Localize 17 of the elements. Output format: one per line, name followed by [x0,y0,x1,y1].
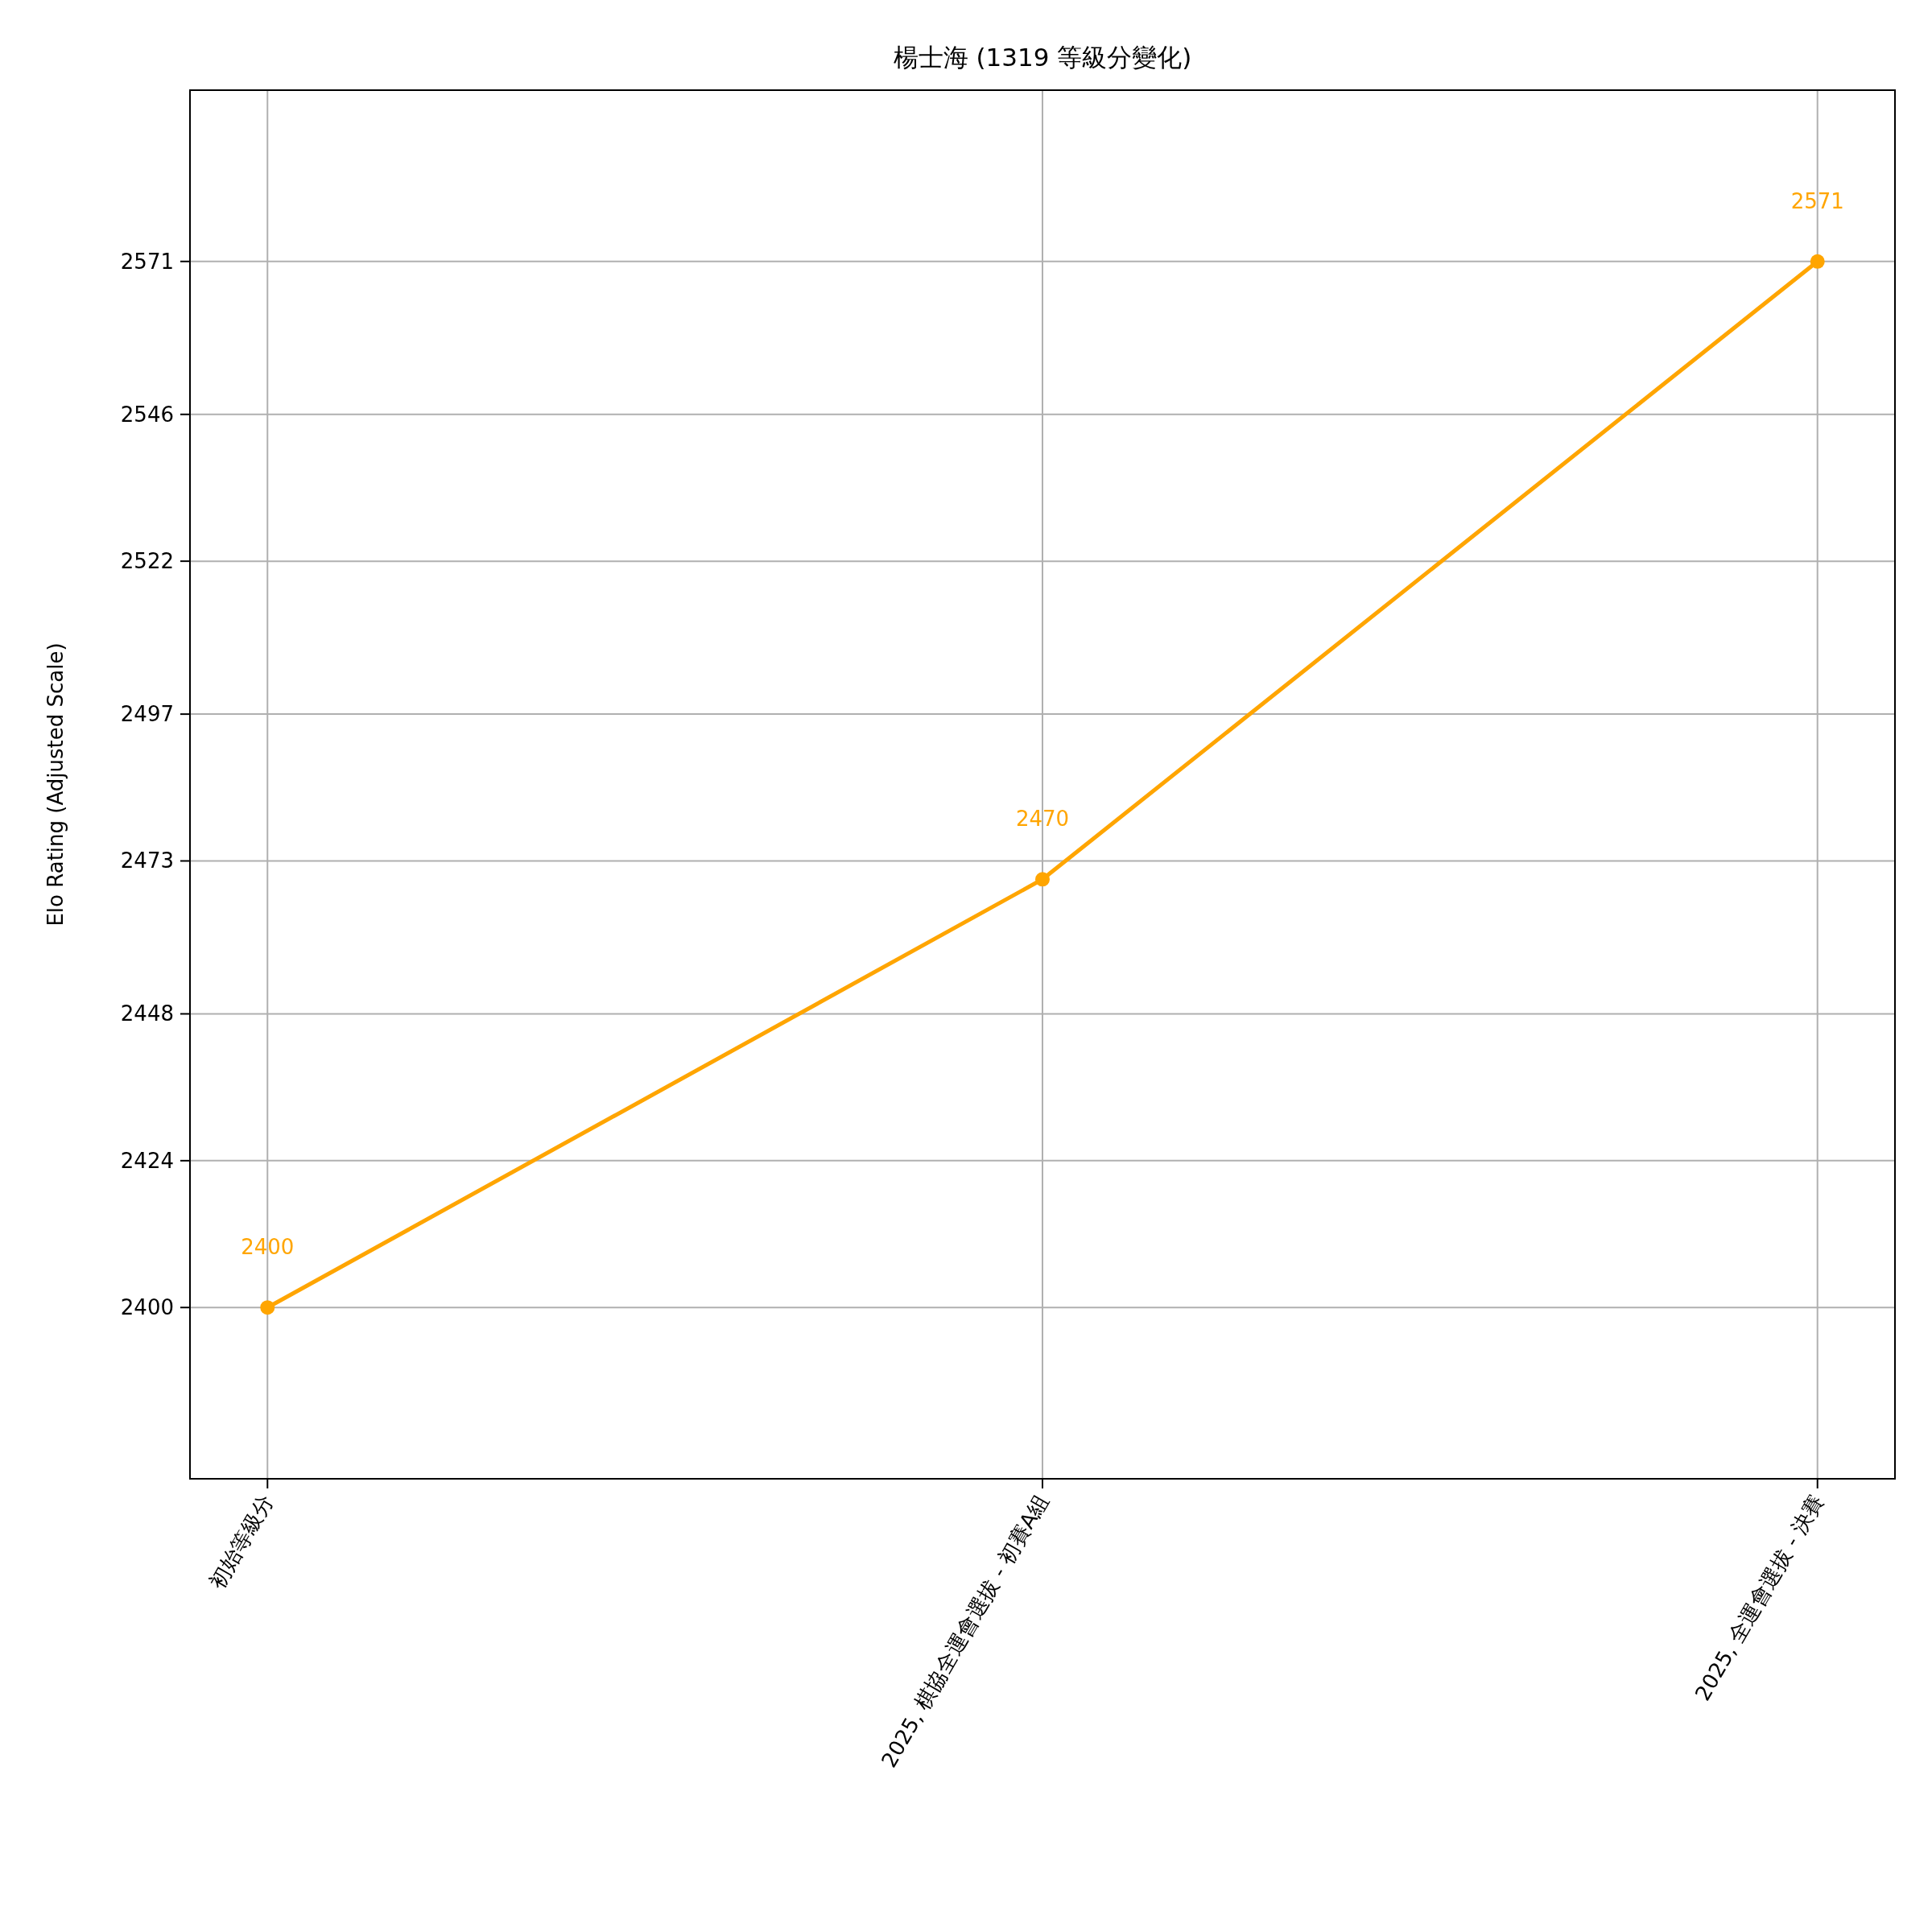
y-axis-title: Elo Rating (Adjusted Scale) [43,642,68,927]
y-tick-label: 2473 [120,848,174,873]
y-tick-label: 2448 [120,1001,174,1026]
y-tick-label: 2571 [120,249,174,274]
y-tick-label: 2522 [120,549,174,574]
point [260,1300,275,1315]
chart-title: 楊士海 (1319 等級分變化) [893,43,1192,72]
point [1810,254,1825,269]
point [1035,872,1050,887]
x-tick-label: 初始等級分 [204,1490,279,1593]
data-label: 2571 [1790,188,1844,213]
y-tick-label: 2497 [120,702,174,727]
y-tick-label: 2424 [120,1148,174,1173]
y-tick-label: 2400 [120,1295,174,1320]
data-label: 2470 [1015,807,1070,832]
data-label: 2400 [241,1235,295,1260]
y-tick-label: 2546 [120,402,174,427]
